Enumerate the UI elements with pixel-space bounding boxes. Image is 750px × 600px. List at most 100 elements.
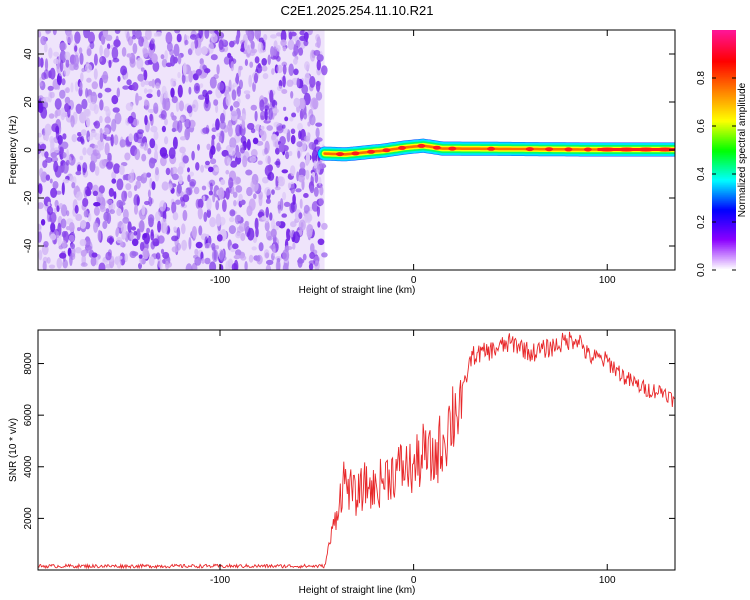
noise-speckle — [74, 31, 81, 44]
noise-speckle — [304, 61, 310, 71]
noise-speckle — [176, 183, 182, 194]
noise-speckle — [281, 169, 289, 174]
noise-speckle — [162, 251, 170, 259]
noise-speckle — [316, 59, 321, 71]
noise-speckle — [116, 87, 121, 98]
noise-speckle — [69, 253, 73, 266]
noise-speckle — [139, 220, 145, 233]
noise-speckle — [279, 198, 284, 211]
noise-speckle — [178, 161, 186, 169]
noise-speckle — [313, 139, 319, 145]
noise-speckle — [39, 167, 44, 178]
noise-speckle — [84, 63, 92, 73]
noise-speckle — [100, 34, 106, 45]
noise-speckle — [131, 226, 137, 231]
noise-speckle — [309, 114, 316, 126]
colorbar-step — [712, 140, 736, 143]
noise-speckle — [275, 259, 281, 270]
noise-speckle — [98, 185, 105, 194]
noise-speckle — [318, 176, 322, 186]
y-tick-label: 8000 — [23, 352, 34, 375]
colorbar-step — [712, 36, 736, 39]
noise-speckle — [132, 43, 138, 54]
noise-speckle — [86, 77, 92, 83]
noise-speckle — [177, 71, 181, 79]
spectrogram-panel: -100 0 100 -40 -20 0 20 40 Height of straight l… — [8, 29, 676, 296]
noise-speckle — [316, 204, 320, 217]
noise-speckle — [62, 133, 67, 140]
noise-speckle — [218, 32, 225, 39]
noise-speckle — [188, 86, 192, 95]
noise-speckle — [181, 73, 186, 84]
noise-speckle — [107, 152, 112, 162]
noise-speckle — [221, 149, 229, 157]
noise-speckle — [199, 83, 204, 88]
noise-speckle — [42, 260, 47, 270]
noise-speckle — [276, 55, 281, 62]
noise-speckle — [111, 178, 117, 184]
noise-speckle — [283, 201, 291, 207]
noise-speckle — [270, 228, 277, 238]
noise-speckle — [235, 124, 242, 137]
colorbar-step — [712, 38, 736, 41]
noise-speckle — [39, 82, 43, 87]
colorbar-step — [712, 174, 736, 177]
noise-speckle — [52, 30, 57, 36]
noise-speckle — [240, 43, 245, 53]
noise-speckle — [194, 256, 202, 266]
noise-speckle — [246, 138, 251, 151]
noise-speckle — [230, 160, 238, 168]
noise-speckle — [292, 242, 296, 250]
noise-speckle — [172, 212, 179, 221]
noise-speckle — [216, 64, 220, 75]
noise-speckle — [102, 220, 108, 230]
noise-speckle — [90, 130, 97, 138]
colorbar-step — [712, 224, 736, 227]
colorbar-step — [712, 212, 736, 215]
noise-speckle — [164, 50, 168, 61]
noise-speckle — [228, 146, 236, 156]
noise-speckle — [92, 190, 98, 196]
noise-speckle — [235, 232, 242, 239]
signal-peak — [448, 146, 457, 151]
noise-speckle — [103, 47, 110, 58]
noise-speckle — [52, 147, 60, 154]
noise-speckle — [171, 115, 177, 121]
colorbar-step — [712, 56, 736, 59]
noise-speckle — [93, 144, 99, 149]
noise-speckle — [226, 157, 232, 166]
noise-speckle — [165, 260, 170, 270]
noise-speckle — [290, 221, 297, 228]
noise-speckle — [237, 65, 242, 78]
noise-speckle — [276, 45, 281, 52]
noise-speckle — [73, 190, 77, 195]
noise-speckle — [65, 59, 70, 68]
colorbar-step — [712, 260, 736, 263]
noise-speckle — [155, 82, 161, 89]
noise-speckle — [121, 231, 126, 240]
noise-speckle — [282, 249, 290, 261]
colorbar-step — [712, 200, 736, 203]
colorbar-step — [712, 188, 736, 191]
snr-panel: -100 0 100 2000 4000 6000 8000 Height of strai… — [8, 329, 676, 596]
x-tick-label: 0 — [411, 575, 417, 586]
noise-speckle — [209, 261, 217, 270]
noise-speckle — [131, 238, 139, 247]
noise-speckle — [127, 172, 135, 183]
colorbar-step — [712, 52, 736, 55]
colorbar-step — [712, 196, 736, 199]
noise-speckle — [86, 146, 94, 156]
noise-speckle — [286, 228, 291, 242]
noise-speckle — [150, 38, 155, 44]
noise-speckle — [314, 260, 320, 270]
colorbar-step — [712, 172, 736, 175]
colorbar-label: Normalized spectral amplitude — [737, 82, 748, 217]
noise-speckle — [219, 120, 226, 130]
noise-speckle — [59, 42, 67, 51]
noise-speckle — [247, 227, 255, 241]
noise-speckle — [313, 186, 319, 197]
noise-speckle — [48, 113, 55, 119]
colorbar-step — [712, 246, 736, 249]
noise-speckle — [110, 134, 114, 147]
noise-speckle — [171, 127, 177, 133]
